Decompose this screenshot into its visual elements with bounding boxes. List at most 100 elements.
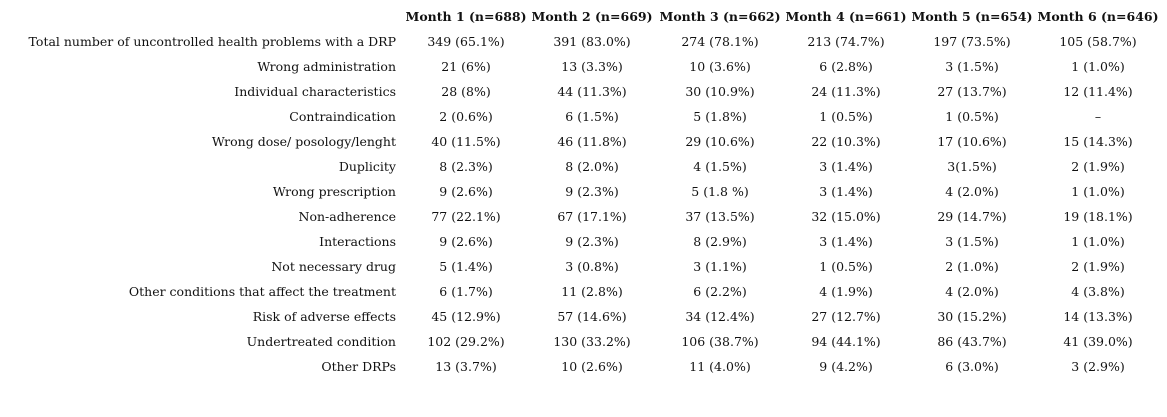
- column-header: Month 2 (n=669): [531, 9, 653, 24]
- row-label: Total number of uncontrolled health prob…: [28, 34, 396, 49]
- cell: 46 (11.8%): [557, 134, 627, 149]
- cell: 5 (1.8 %): [691, 184, 749, 199]
- cell: 14 (13.3%): [1063, 309, 1133, 324]
- cell: 102 (29.2%): [427, 334, 505, 349]
- cell: 1 (0.5%): [819, 259, 873, 274]
- cell: 1 (0.5%): [945, 109, 999, 124]
- cell: 3 (1.4%): [819, 184, 873, 199]
- row-label: Other conditions that affect the treatme…: [128, 284, 396, 299]
- cell: 10 (3.6%): [689, 59, 751, 74]
- cell: 2 (1.0%): [945, 259, 999, 274]
- row-label: Undertreated condition: [246, 334, 396, 349]
- cell: 3 (1.5%): [945, 234, 999, 249]
- row-label: Duplicity: [338, 159, 396, 174]
- cell: 4 (1.5%): [693, 159, 747, 174]
- cell: 40 (11.5%): [431, 134, 501, 149]
- row-label: Individual characteristics: [234, 84, 396, 99]
- cell: 4 (3.8%): [1071, 284, 1125, 299]
- cell: 349 (65.1%): [427, 34, 505, 49]
- cell: 2 (0.6%): [439, 109, 493, 124]
- cell: 32 (15.0%): [811, 209, 881, 224]
- cell: 29 (14.7%): [937, 209, 1007, 224]
- cell: 6 (3.0%): [945, 359, 999, 374]
- cell: 9 (2.3%): [565, 184, 619, 199]
- cell: 6 (2.2%): [693, 284, 747, 299]
- cell: 1 (1.0%): [1071, 234, 1125, 249]
- cell: 5 (1.4%): [439, 259, 493, 274]
- cell: 6 (2.8%): [819, 59, 873, 74]
- cell: 9 (2.6%): [439, 184, 493, 199]
- row-label: Not necessary drug: [271, 259, 396, 274]
- cell: 5 (1.8%): [693, 109, 747, 124]
- cell: 106 (38.7%): [681, 334, 759, 349]
- cell: 3 (1.4%): [819, 234, 873, 249]
- cell: 4 (2.0%): [945, 284, 999, 299]
- cell: 24 (11.3%): [811, 84, 881, 99]
- cell: 19 (18.1%): [1063, 209, 1133, 224]
- cell: 6 (1.5%): [565, 109, 619, 124]
- cell: 105 (58.7%): [1059, 34, 1137, 49]
- cell: 213 (74.7%): [807, 34, 885, 49]
- cell: 8 (2.3%): [439, 159, 493, 174]
- cell: 6 (1.7%): [439, 284, 493, 299]
- cell: 130 (33.2%): [553, 334, 631, 349]
- cell: 45 (12.9%): [431, 309, 501, 324]
- cell: 3 (2.9%): [1071, 359, 1125, 374]
- cell: 86 (43.7%): [937, 334, 1007, 349]
- row-label: Wrong dose/ posology/lenght: [211, 134, 396, 149]
- cell: 37 (13.5%): [685, 209, 755, 224]
- cell: 12 (11.4%): [1063, 84, 1133, 99]
- cell: 3 (1.4%): [819, 159, 873, 174]
- row-label: Non-adherence: [298, 209, 396, 224]
- cell: 4 (1.9%): [819, 284, 873, 299]
- cell: –: [1094, 109, 1102, 124]
- cell: 27 (12.7%): [811, 309, 881, 324]
- cell: 27 (13.7%): [937, 84, 1007, 99]
- cell: 77 (22.1%): [431, 209, 501, 224]
- cell: 3 (0.8%): [565, 259, 619, 274]
- column-header: Month 5 (n=654): [911, 9, 1033, 24]
- cell: 11 (4.0%): [689, 359, 751, 374]
- column-header: Month 4 (n=661): [785, 9, 907, 24]
- cell: 391 (83.0%): [553, 34, 631, 49]
- cell: 13 (3.7%): [435, 359, 497, 374]
- cell: 9 (2.6%): [439, 234, 493, 249]
- cell: 30 (15.2%): [937, 309, 1007, 324]
- cell: 22 (10.3%): [811, 134, 881, 149]
- cell: 57 (14.6%): [557, 309, 627, 324]
- cell: 3 (1.5%): [945, 59, 999, 74]
- cell: 2 (1.9%): [1071, 259, 1125, 274]
- cell: 11 (2.8%): [561, 284, 623, 299]
- column-header: Month 1 (n=688): [405, 9, 527, 24]
- cell: 44 (11.3%): [557, 84, 627, 99]
- cell: 8 (2.0%): [565, 159, 619, 174]
- cell: 1 (0.5%): [819, 109, 873, 124]
- cell: 9 (4.2%): [819, 359, 873, 374]
- cell: 197 (73.5%): [933, 34, 1011, 49]
- cell: 41 (39.0%): [1063, 334, 1133, 349]
- cell: 30 (10.9%): [685, 84, 755, 99]
- row-label: Wrong administration: [257, 59, 396, 74]
- row-label: Interactions: [319, 234, 396, 249]
- cell: 9 (2.3%): [565, 234, 619, 249]
- column-header: Month 3 (n=662): [659, 9, 781, 24]
- cell: 8 (2.9%): [693, 234, 747, 249]
- row-label: Wrong prescription: [272, 184, 396, 199]
- row-label: Risk of adverse effects: [252, 309, 396, 324]
- cell: 15 (14.3%): [1063, 134, 1133, 149]
- row-label: Other DRPs: [321, 359, 396, 374]
- column-header: Month 6 (n=646): [1037, 9, 1159, 24]
- cell: 2 (1.9%): [1071, 159, 1125, 174]
- cell: 17 (10.6%): [937, 134, 1007, 149]
- row-label: Contraindication: [289, 109, 396, 124]
- cell: 94 (44.1%): [811, 334, 881, 349]
- cell: 67 (17.1%): [557, 209, 627, 224]
- cell: 21 (6%): [441, 59, 491, 74]
- cell: 3 (1.1%): [693, 259, 747, 274]
- cell: 13 (3.3%): [561, 59, 623, 74]
- cell: 34 (12.4%): [685, 309, 755, 324]
- cell: 1 (1.0%): [1071, 184, 1125, 199]
- cell: 10 (2.6%): [561, 359, 623, 374]
- cell: 274 (78.1%): [681, 34, 759, 49]
